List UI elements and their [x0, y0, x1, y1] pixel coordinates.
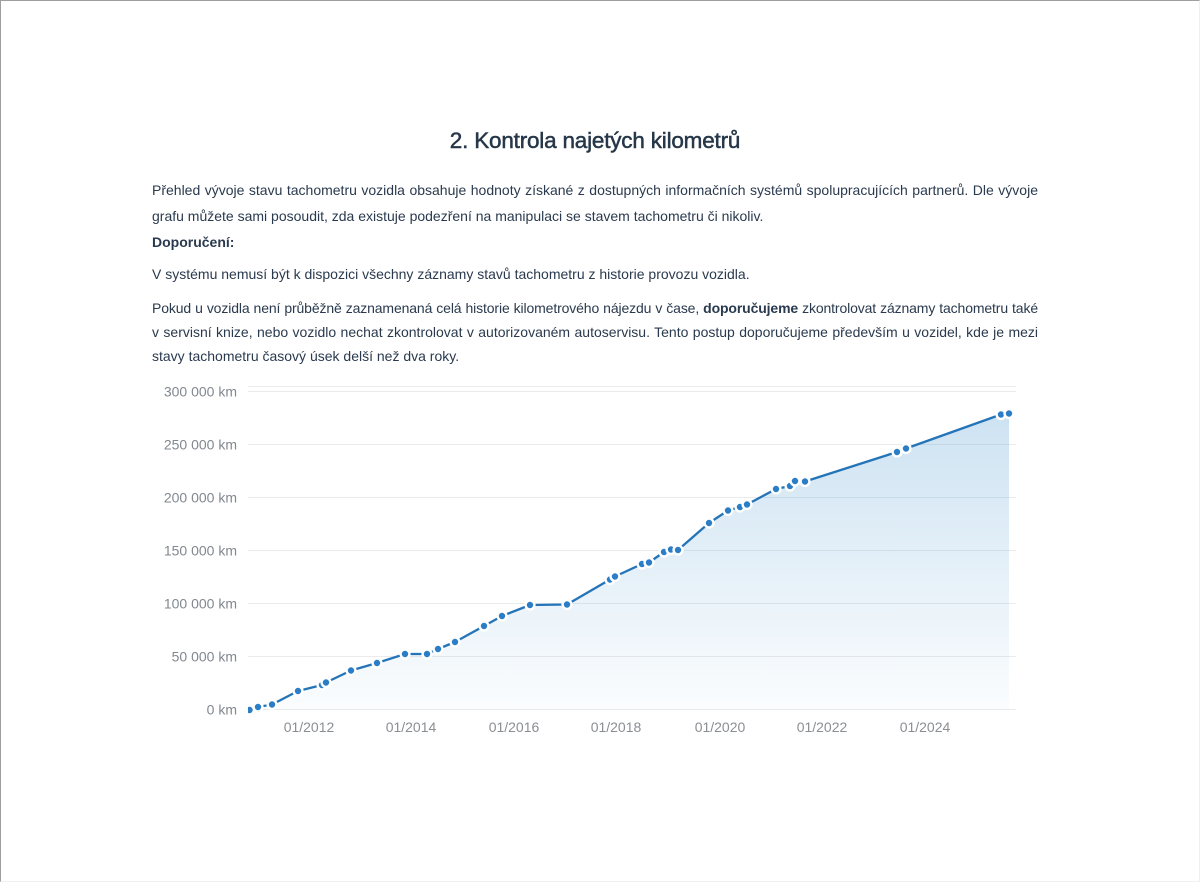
svg-text:01/2016: 01/2016: [489, 719, 540, 735]
svg-text:01/2012: 01/2012: [284, 719, 335, 735]
svg-text:50 000 km: 50 000 km: [172, 649, 237, 665]
svg-text:01/2024: 01/2024: [900, 719, 951, 735]
svg-text:01/2020: 01/2020: [695, 719, 746, 735]
svg-text:250 000 km: 250 000 km: [164, 437, 237, 453]
svg-text:01/2022: 01/2022: [797, 719, 848, 735]
svg-text:100 000 km: 100 000 km: [164, 596, 237, 612]
svg-text:150 000 km: 150 000 km: [164, 543, 237, 559]
svg-text:300 000 km: 300 000 km: [164, 384, 237, 400]
svg-text:01/2018: 01/2018: [591, 719, 642, 735]
svg-text:0 km: 0 km: [207, 702, 237, 718]
svg-text:200 000 km: 200 000 km: [164, 490, 237, 506]
svg-text:01/2014: 01/2014: [386, 719, 437, 735]
